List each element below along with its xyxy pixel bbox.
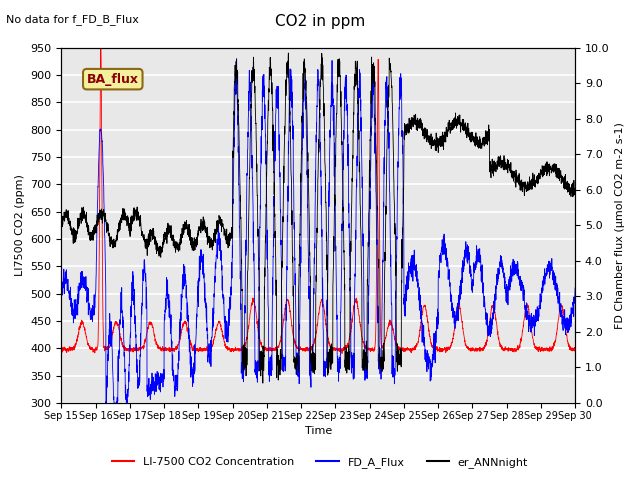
Legend: LI-7500 CO2 Concentration, FD_A_Flux, er_ANNnight: LI-7500 CO2 Concentration, FD_A_Flux, er… — [108, 452, 532, 472]
Y-axis label: LI7500 CO2 (ppm): LI7500 CO2 (ppm) — [15, 174, 25, 276]
Text: No data for f_FD_B_Flux: No data for f_FD_B_Flux — [6, 14, 140, 25]
Text: BA_flux: BA_flux — [87, 72, 139, 85]
Y-axis label: FD Chamber flux (μmol CO2 m-2 s-1): FD Chamber flux (μmol CO2 m-2 s-1) — [615, 122, 625, 329]
X-axis label: Time: Time — [305, 426, 332, 436]
Text: CO2 in ppm: CO2 in ppm — [275, 14, 365, 29]
